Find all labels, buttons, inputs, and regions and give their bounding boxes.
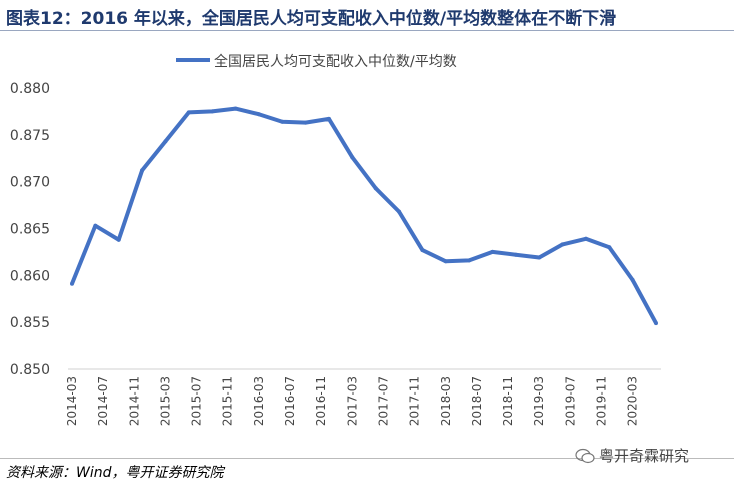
- x-tick-label: 2020-03: [626, 376, 640, 426]
- y-tick-label: 0.865: [10, 222, 50, 238]
- data-point: [233, 106, 238, 111]
- x-tick-label: 2015-03: [158, 376, 172, 426]
- data-point: [186, 110, 191, 115]
- y-tick-label: 0.880: [10, 81, 50, 97]
- data-point: [116, 237, 121, 242]
- data-point: [70, 281, 74, 286]
- y-tick-label: 0.870: [10, 175, 50, 191]
- data-point: [93, 223, 98, 228]
- x-tick-label: 2018-03: [439, 376, 453, 426]
- data-point: [326, 116, 331, 121]
- data-point: [630, 278, 635, 283]
- x-tick-label: 2017-07: [376, 376, 390, 426]
- watermark-text: 粤开奇霖研究: [599, 447, 690, 465]
- x-tick-label: 2016-11: [314, 376, 328, 426]
- data-point: [397, 209, 402, 214]
- y-tick-label: 0.850: [10, 362, 50, 378]
- x-tick-label: 2019-07: [563, 376, 577, 426]
- data-point: [654, 321, 658, 326]
- x-tick-label: 2018-07: [470, 376, 484, 426]
- data-point: [537, 255, 542, 260]
- x-tick-label: 2014-03: [65, 376, 79, 426]
- data-point: [443, 259, 448, 264]
- data-point: [256, 112, 261, 117]
- watermark: 粤开奇霖研究: [575, 445, 689, 466]
- source-note: 资料来源：Wind，粤开证券研究院: [6, 465, 224, 481]
- x-tick-label: 2014-07: [96, 376, 110, 426]
- title-divider: [0, 30, 734, 31]
- series-line: [70, 106, 658, 325]
- footer-divider: [0, 458, 734, 459]
- data-point: [163, 139, 168, 144]
- legend-label: 全国居民人均可支配收入中位数/平均数: [214, 53, 457, 70]
- x-tick-label: 2017-03: [345, 376, 359, 426]
- x-tick-label: 2016-03: [252, 376, 266, 426]
- data-point: [583, 236, 588, 241]
- data-point: [513, 252, 518, 257]
- x-tick-label: 2017-11: [408, 376, 422, 426]
- data-point: [467, 258, 472, 263]
- data-point: [490, 249, 495, 254]
- x-tick-label: 2016-07: [283, 376, 297, 426]
- data-point: [210, 109, 215, 114]
- x-tick-label: 2015-11: [221, 376, 235, 426]
- line-chart: 全国居民人均可支配收入中位数/平均数 0.850 0.855 0.860 0.865 0…: [10, 53, 661, 426]
- data-point: [560, 242, 565, 247]
- legend: 全国居民人均可支配收入中位数/平均数: [176, 53, 457, 70]
- wechat-icon: [575, 448, 595, 463]
- data-point: [140, 168, 145, 173]
- chart-title: 图表12：2016 年以来，全国居民人均可支配收入中位数/平均数整体在不断下滑: [6, 9, 617, 29]
- x-tick-label: 2014-11: [127, 376, 141, 426]
- data-point: [350, 155, 355, 160]
- y-tick-label: 0.875: [10, 128, 50, 144]
- data-point: [303, 120, 308, 125]
- data-point: [373, 186, 378, 191]
- x-tick-label: 2019-11: [594, 376, 608, 426]
- x-tick-label: 2015-07: [190, 376, 204, 426]
- data-point: [607, 245, 612, 250]
- data-point: [280, 119, 285, 124]
- y-tick-label: 0.860: [10, 268, 50, 284]
- x-tick-label: 2019-03: [532, 376, 546, 426]
- y-tick-label: 0.855: [10, 315, 50, 331]
- data-point: [420, 248, 425, 253]
- x-tick-label: 2018-11: [501, 376, 515, 426]
